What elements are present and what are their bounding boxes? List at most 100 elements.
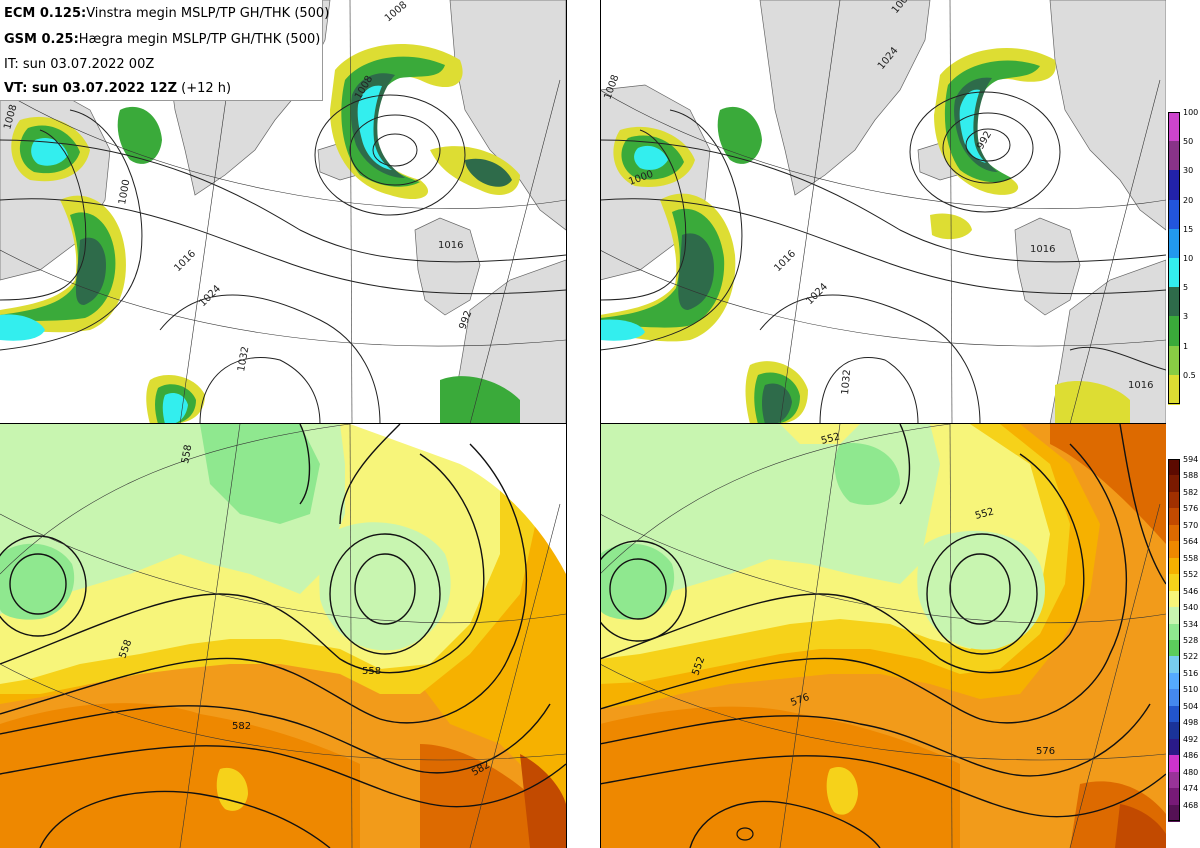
valid-time-label: VT: sun 03.07.2022 12Z bbox=[4, 81, 177, 96]
thickness-legend-label: 528 bbox=[1183, 636, 1199, 645]
valid-time: VT: sun 03.07.2022 12Z (+12 h) bbox=[4, 81, 231, 96]
graticule-lines bbox=[0, 424, 566, 848]
precip-shading bbox=[600, 48, 1130, 424]
thickness-legend-label: 570 bbox=[1183, 520, 1199, 530]
thickness-legend-label: 516 bbox=[1183, 668, 1199, 678]
thickness-legend-swatch bbox=[1168, 524, 1180, 542]
precip-legend-swatch bbox=[1168, 228, 1180, 259]
thickness-legend: 594 588 582 576 570 564 558 552 546 540 534 528 522 5… bbox=[1168, 455, 1199, 822]
precip-legend-label: 30 bbox=[1183, 166, 1194, 176]
precip-legend-label: 0.5 bbox=[1183, 370, 1196, 380]
thickness-legend-label: 534 bbox=[1183, 619, 1199, 629]
gsm-mslp-svg: 1008 1000 1016 1024 1032 1008 1024 1016 … bbox=[600, 0, 1166, 424]
precip-legend-swatch bbox=[1168, 287, 1180, 318]
precip-legend-label: 3 bbox=[1183, 312, 1189, 322]
thickness-legend-swatch bbox=[1168, 491, 1180, 509]
britain-land bbox=[414, 217, 481, 316]
gsm-gh-thk-map: 552 552 552 576 576 bbox=[600, 424, 1166, 848]
initial-time: IT: sun 03.07.2022 00Z bbox=[4, 57, 155, 72]
gsm-description-text: Hægra megin MSLP/TP GH/THK (500) bbox=[78, 32, 321, 47]
precip-legend-label: 100 bbox=[1183, 108, 1199, 117]
thickness-legend-swatch bbox=[1168, 738, 1180, 756]
isobar-label: 1016 bbox=[772, 248, 798, 274]
gsm-model-label: GSM 0.25: bbox=[4, 32, 79, 47]
precip-legend-swatch bbox=[1168, 258, 1180, 288]
thickness-legend-swatch bbox=[1168, 557, 1180, 575]
isobar-label: 1016 bbox=[438, 240, 463, 251]
thickness-legend-label: 594 bbox=[1183, 455, 1199, 464]
panel-divider bbox=[600, 0, 601, 848]
thickness-legend-swatch bbox=[1168, 672, 1180, 690]
thickness-legend-label: 492 bbox=[1183, 734, 1199, 744]
precip-legend-swatch bbox=[1168, 316, 1180, 347]
precip-legend-swatch bbox=[1168, 112, 1180, 142]
precip-legend-label: 5 bbox=[1183, 283, 1189, 293]
thickness-legend-label: 474 bbox=[1183, 784, 1199, 794]
panel-divider bbox=[600, 423, 1166, 424]
isobar-lines bbox=[0, 94, 566, 424]
thickness-legend-swatch bbox=[1168, 590, 1180, 608]
graticule-lines bbox=[600, 0, 1166, 424]
thickness-legend-swatch bbox=[1168, 705, 1180, 723]
thickness-legend-swatch bbox=[1168, 541, 1180, 559]
thickness-shading bbox=[0, 424, 566, 848]
thickness-legend-label: 552 bbox=[1183, 570, 1199, 580]
isobar-label: 1016 bbox=[172, 248, 198, 274]
precip-legend-label: 1 bbox=[1183, 341, 1189, 351]
thickness-legend-label: 486 bbox=[1183, 751, 1199, 761]
thickness-legend-label: 582 bbox=[1183, 487, 1199, 497]
gh-labels: 552 552 552 576 576 bbox=[690, 431, 1055, 757]
gh-contour-label: 582 bbox=[232, 721, 251, 732]
norway-land bbox=[1049, 0, 1166, 231]
thickness-legend-label: 588 bbox=[1183, 471, 1199, 481]
panel-divider bbox=[0, 423, 566, 424]
thickness-legend-label: 558 bbox=[1183, 553, 1199, 563]
thickness-legend-swatch bbox=[1168, 656, 1180, 674]
precip-legend-label: 50 bbox=[1183, 137, 1194, 147]
ecm-description: ECM 0.125:Vinstra megin MSLP/TP GH/THK (… bbox=[4, 6, 329, 21]
isobar-label: 1024 bbox=[804, 281, 830, 307]
gh-contour-label: 552 bbox=[820, 431, 841, 447]
ecm-mslp-svg: 1008 1000 1016 1024 1032 1008 1008 1016 … bbox=[0, 0, 566, 424]
norway-land bbox=[449, 0, 566, 231]
gh-contour-label: 576 bbox=[1036, 746, 1055, 757]
thickness-legend-frame bbox=[1168, 459, 1180, 821]
thickness-legend-swatch bbox=[1168, 689, 1180, 707]
isobar-lines bbox=[600, 91, 1166, 424]
gh-closed-contour bbox=[736, 827, 754, 841]
isobar-label: 1032 bbox=[236, 346, 251, 373]
forecast-hour: (+12 h) bbox=[181, 81, 232, 96]
thickness-legend-swatch bbox=[1168, 755, 1180, 773]
precip-legend-label: 20 bbox=[1183, 195, 1194, 205]
thickness-legend-label: 540 bbox=[1183, 603, 1199, 613]
isobar-label: 1016 bbox=[1030, 244, 1055, 255]
gsm-gh-svg: 552 552 552 576 576 bbox=[600, 424, 1166, 848]
thickness-legend-swatch bbox=[1168, 771, 1180, 789]
isobar-label: 1008 bbox=[383, 0, 410, 24]
gh-contours bbox=[0, 424, 566, 848]
thickness-legend-swatch bbox=[1168, 607, 1180, 625]
thickness-legend-label: 522 bbox=[1183, 652, 1199, 662]
thickness-legend-swatch bbox=[1168, 788, 1180, 806]
precip-legend-label: 10 bbox=[1183, 254, 1194, 263]
thickness-legend-swatch bbox=[1168, 804, 1180, 822]
precip-legend-label: 15 bbox=[1183, 224, 1194, 234]
greenland-land bbox=[759, 0, 931, 196]
gh-contour-label: 552 bbox=[974, 506, 995, 522]
thickness-legend-swatch bbox=[1168, 640, 1180, 657]
precip-legend: 100 50 30 20 15 10 5 3 1 0.5 bbox=[1168, 108, 1199, 405]
thickness-legend-label: 498 bbox=[1183, 718, 1199, 728]
precip-legend-frame bbox=[1168, 112, 1180, 404]
thickness-legend-label: 480 bbox=[1183, 767, 1199, 777]
thickness-legend-label: 510 bbox=[1183, 685, 1199, 695]
thickness-legend-label: 504 bbox=[1183, 701, 1199, 711]
thickness-legend-swatch bbox=[1168, 475, 1180, 493]
gh-contour-label: 558 bbox=[180, 444, 194, 465]
precip-legend-swatch bbox=[1168, 374, 1180, 405]
precip-legend-swatch bbox=[1168, 141, 1180, 172]
graticule-lines bbox=[600, 424, 1166, 848]
thickness-legend-swatch bbox=[1168, 508, 1180, 526]
panel-divider bbox=[566, 0, 567, 848]
thickness-legend-label: 564 bbox=[1183, 537, 1199, 547]
thickness-legend-swatch bbox=[1168, 722, 1180, 740]
